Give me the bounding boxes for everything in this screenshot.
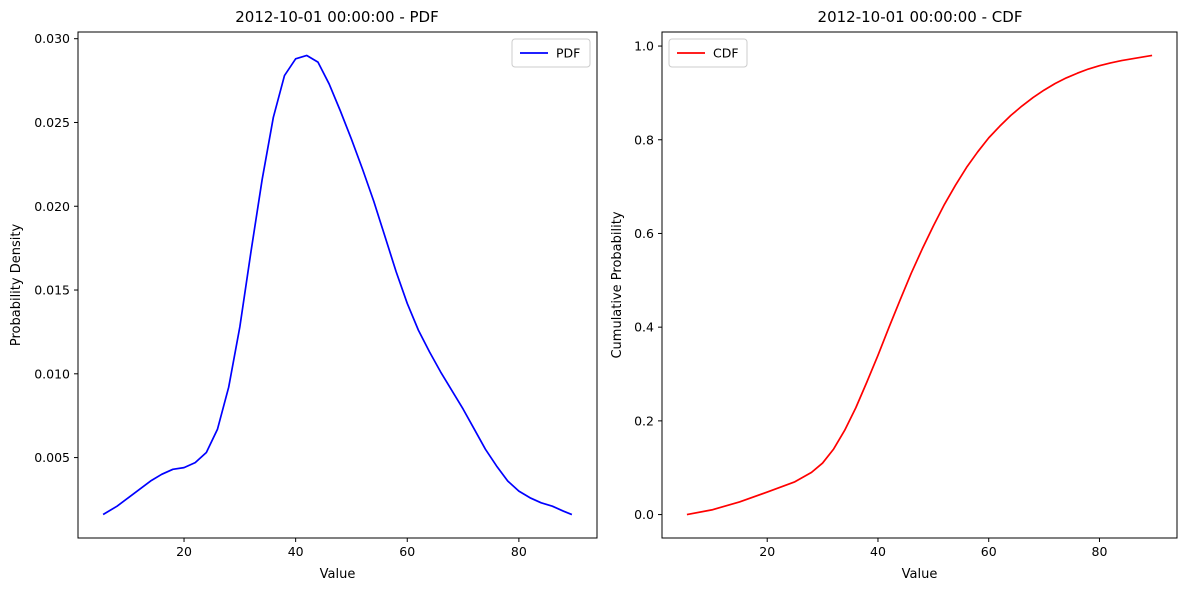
x-tick-label: 60 [981,544,997,559]
legend: CDF [668,38,748,68]
y-tick-label: 0.015 [34,283,70,298]
x-tick-label: 40 [870,544,886,559]
y-axis-label: Probability Density [9,224,24,347]
series-line-pdf [102,54,573,516]
legend-box [668,38,748,68]
y-tick-label: 0.025 [34,115,70,130]
legend-label: CDF [713,46,739,61]
x-tick-label: 80 [1092,544,1108,559]
x-tick-label: 80 [511,544,527,559]
axes-frame [77,31,598,539]
y-tick-label: 0.005 [34,450,70,465]
chart-title: 2012-10-01 00:00:00 - PDF [235,8,438,26]
series-line-cdf [686,54,1153,516]
x-axis-label: Value [902,567,938,582]
x-tick-label: 40 [288,544,304,559]
x-tick-label: 60 [399,544,415,559]
cdf-panel: 2012-10-01 00:00:00 - CDF 20 40 60 80 0.0 0.2 0… [610,8,1178,582]
chart-title: 2012-10-01 00:00:00 - CDF [818,8,1023,26]
legend-box [511,38,591,68]
pdf-panel: 2012-10-01 00:00:00 - PDF 20 40 60 80 0.005 0.… [9,8,598,582]
y-tick-label: 0.0 [634,507,654,522]
y-tick-label: 0.8 [634,132,654,147]
legend-label: PDF [556,46,580,61]
x-tick-label: 20 [759,544,775,559]
x-tick-label: 20 [176,544,192,559]
y-axis-label: Cumulative Probability [610,211,625,358]
y-tick-label: 0.010 [34,366,70,381]
y-tick-label: 0.6 [634,226,654,241]
y-tick-label: 0.020 [34,199,70,214]
legend: PDF [511,38,591,68]
y-tick-label: 0.030 [34,31,70,46]
y-tick-label: 0.4 [634,320,654,335]
x-axis-label: Value [320,567,356,582]
axes-frame [661,31,1178,539]
y-tick-label: 0.2 [634,413,654,428]
y-tick-label: 1.0 [634,39,654,54]
